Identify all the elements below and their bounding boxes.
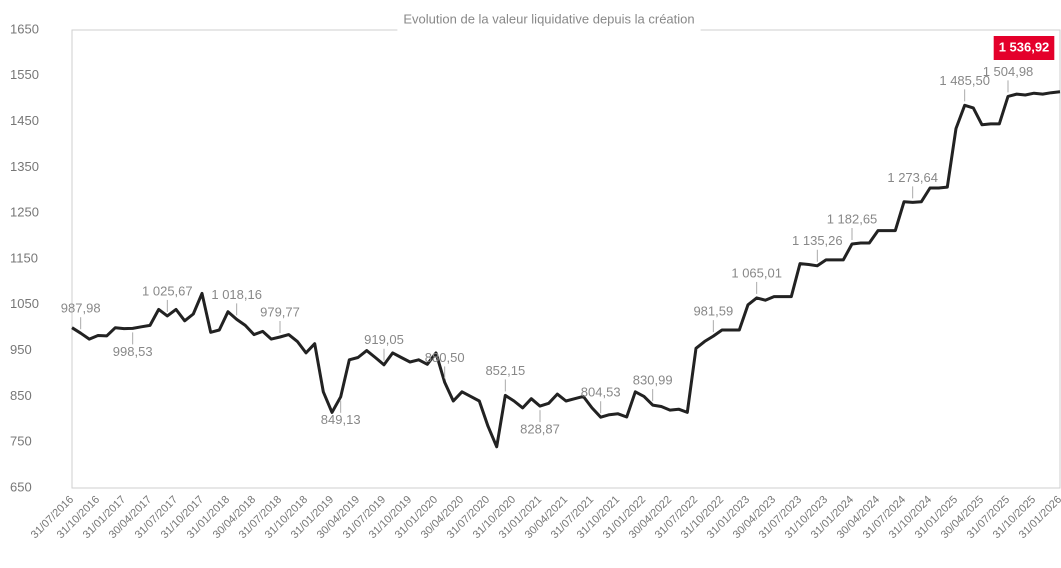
y-tick-label: 750	[10, 434, 32, 449]
value-label: 828,87	[520, 422, 560, 437]
y-tick-label: 1050	[10, 296, 39, 311]
y-tick-label: 1650	[10, 21, 39, 36]
nav-line	[71, 90, 1061, 449]
value-label: 1 273,64	[887, 170, 938, 185]
y-tick-label: 850	[10, 388, 32, 403]
value-label: 1 135,26	[792, 233, 843, 248]
value-label: 919,05	[364, 332, 404, 347]
value-label: 979,77	[260, 304, 300, 319]
title-background	[397, 28, 701, 32]
y-tick-label: 1550	[10, 67, 39, 82]
y-tick-label: 1350	[10, 159, 39, 174]
value-label: 1 065,01	[731, 265, 782, 280]
value-label: 804,53	[581, 385, 621, 400]
y-tick-label: 1450	[10, 113, 39, 128]
value-label: 1 025,67	[142, 283, 193, 298]
value-label: 849,13	[321, 412, 361, 427]
value-label: 1 018,16	[211, 287, 262, 302]
y-tick-label: 950	[10, 342, 32, 357]
latest-value-label: 1 536,92	[999, 39, 1050, 54]
value-label: 987,98	[61, 301, 101, 316]
value-label: 830,99	[633, 373, 673, 388]
y-tick-label: 650	[10, 479, 32, 494]
value-label: 852,15	[485, 363, 525, 378]
value-label: 880,50	[425, 350, 465, 365]
y-tick-label: 1150	[10, 250, 38, 265]
value-label: 998,53	[113, 344, 153, 359]
y-tick-label: 1250	[10, 205, 39, 220]
value-label: 1 485,50	[939, 73, 990, 88]
value-label: 1 504,98	[983, 64, 1034, 79]
latest-value-badge	[993, 36, 1055, 60]
value-label: 1 182,65	[827, 211, 878, 226]
value-label: 981,59	[693, 304, 733, 319]
chart-title: Evolution de la valeur liquidative depui…	[403, 11, 694, 26]
plot-frame	[71, 29, 1061, 489]
